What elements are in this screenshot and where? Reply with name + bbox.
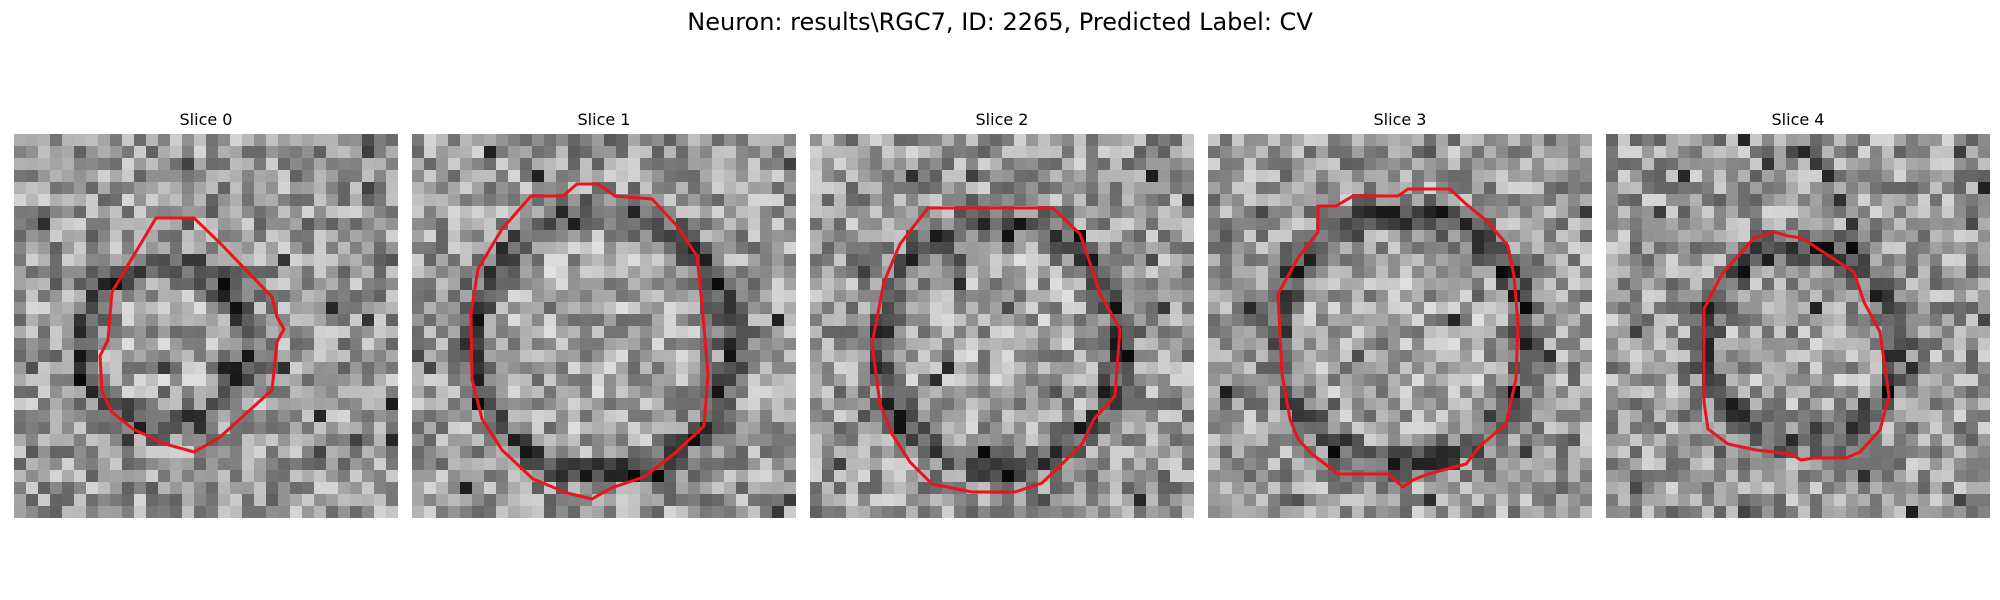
slice-image	[14, 134, 398, 518]
slice-title: Slice 3	[1373, 110, 1427, 129]
figure-title: Neuron: results\RGC7, ID: 2265, Predicte…	[687, 8, 1313, 36]
slice-image	[1606, 134, 1990, 518]
slice-title: Slice 1	[577, 110, 631, 129]
slice-panel-1: Slice 1	[412, 108, 796, 520]
em-slice-pixels	[14, 134, 398, 518]
slice-image	[412, 134, 796, 518]
segmentation-contour	[870, 206, 1122, 494]
segmentation-contour	[1276, 187, 1520, 489]
slice-panel-0: Slice 0	[14, 108, 398, 520]
slice-title: Slice 2	[975, 110, 1029, 129]
segmentation-contour	[469, 182, 710, 501]
segmentation-contour	[1702, 230, 1891, 462]
slice-title: Slice 4	[1771, 110, 1825, 129]
slice-title: Slice 0	[179, 110, 233, 129]
slice-image	[1208, 134, 1592, 518]
slice-image	[810, 134, 1194, 518]
slice-panel-2: Slice 2	[810, 108, 1194, 520]
segmentation-contour	[98, 216, 286, 454]
em-slice-pixels	[1208, 134, 1592, 518]
slice-panel-4: Slice 4	[1606, 108, 1990, 520]
em-slice-pixels	[412, 134, 796, 518]
slice-panel-3: Slice 3	[1208, 108, 1592, 520]
em-slice-pixels	[810, 134, 1194, 518]
em-slice-pixels	[1606, 134, 1990, 518]
